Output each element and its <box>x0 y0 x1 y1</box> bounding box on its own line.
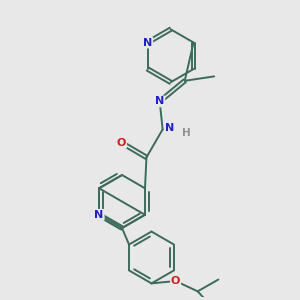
Text: N: N <box>143 38 152 47</box>
Text: O: O <box>171 276 180 286</box>
Text: H: H <box>182 128 191 138</box>
Text: N: N <box>94 210 104 220</box>
Text: O: O <box>117 138 126 148</box>
Text: N: N <box>155 96 164 106</box>
Text: N: N <box>165 123 175 133</box>
